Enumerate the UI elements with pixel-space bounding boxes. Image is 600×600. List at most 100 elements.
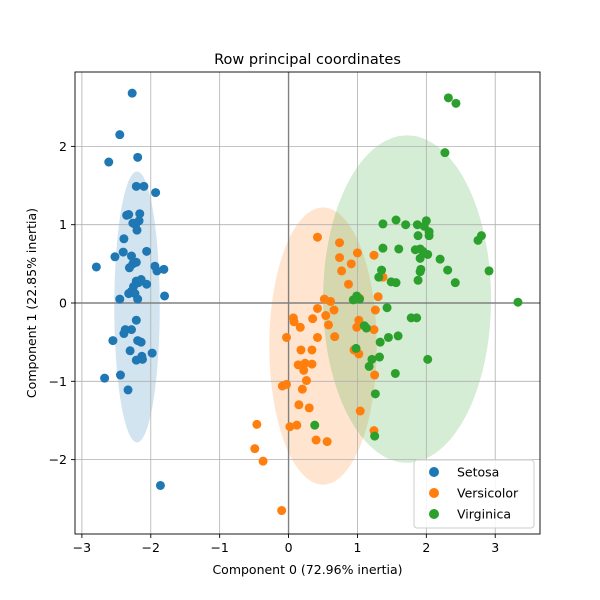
point-versicolor xyxy=(354,315,364,325)
point-virginica xyxy=(351,343,361,353)
point-virginica xyxy=(484,266,494,276)
legend-label-virginica: Virginica xyxy=(457,507,511,522)
point-setosa xyxy=(133,278,143,288)
point-versicolor xyxy=(311,435,321,445)
legend-box xyxy=(413,459,535,529)
point-versicolor xyxy=(297,384,307,394)
point-setosa xyxy=(126,251,136,261)
point-setosa xyxy=(100,373,110,383)
point-virginica xyxy=(413,231,423,241)
point-versicolor xyxy=(312,303,322,313)
x-tick-label: 1 xyxy=(353,540,361,555)
point-versicolor xyxy=(370,305,380,315)
point-setosa xyxy=(133,152,143,162)
point-versicolor xyxy=(322,437,332,447)
point-setosa xyxy=(160,291,170,301)
point-setosa xyxy=(119,234,129,244)
y-tick-label: 2 xyxy=(59,139,67,154)
point-versicolor xyxy=(296,345,306,355)
point-setosa xyxy=(91,262,101,272)
point-versicolor xyxy=(294,400,304,410)
point-virginica xyxy=(361,323,371,333)
point-virginica xyxy=(378,243,388,253)
point-versicolor xyxy=(285,422,295,432)
point-setosa xyxy=(115,130,125,140)
point-versicolor xyxy=(312,232,322,242)
point-versicolor xyxy=(335,238,345,248)
point-setosa xyxy=(123,385,133,395)
point-virginica xyxy=(370,389,380,399)
point-versicolor xyxy=(355,406,365,416)
data-points xyxy=(91,88,523,516)
point-virginica xyxy=(378,219,388,229)
point-virginica xyxy=(443,93,453,103)
point-setosa xyxy=(142,246,152,256)
point-versicolor xyxy=(307,359,317,369)
ellipse-virginica xyxy=(323,135,492,463)
point-virginica xyxy=(410,245,420,255)
legend-marker-setosa xyxy=(429,467,439,477)
point-setosa xyxy=(115,370,125,380)
point-versicolor xyxy=(321,311,331,321)
point-setosa xyxy=(152,266,162,276)
point-virginica xyxy=(377,265,387,275)
point-virginica xyxy=(435,254,445,264)
legend-marker-virginica xyxy=(429,509,439,519)
point-versicolor xyxy=(335,253,345,263)
point-setosa xyxy=(124,210,134,220)
point-setosa xyxy=(128,218,138,228)
origin-lines xyxy=(75,72,540,534)
chart-title: Row principal coordinates xyxy=(214,52,401,68)
point-virginica xyxy=(423,249,433,259)
point-virginica xyxy=(413,275,423,285)
point-virginica xyxy=(390,368,400,378)
legend-marker-versicolor xyxy=(429,488,439,498)
point-setosa xyxy=(131,181,141,191)
y-tick-label: 0 xyxy=(59,296,67,311)
point-versicolor xyxy=(301,376,311,386)
point-versicolor xyxy=(346,259,356,269)
point-virginica xyxy=(375,337,385,347)
point-versicolor xyxy=(352,322,362,332)
point-versicolor xyxy=(312,332,322,342)
point-versicolor xyxy=(250,444,260,454)
point-versicolor xyxy=(352,248,362,258)
point-setosa xyxy=(139,181,149,191)
x-tick-label: −2 xyxy=(142,540,160,555)
point-versicolor xyxy=(252,419,262,429)
point-setosa xyxy=(131,355,141,365)
point-virginica xyxy=(473,235,483,245)
x-axis-label: Component 0 (72.96% inertia) xyxy=(212,562,402,577)
y-tick-label: −1 xyxy=(49,374,67,389)
point-virginica xyxy=(513,297,523,307)
x-tick-label: 3 xyxy=(491,540,499,555)
point-versicolor xyxy=(304,403,314,413)
point-versicolor xyxy=(292,420,302,430)
x-tick-label: 0 xyxy=(285,540,293,555)
point-virginica xyxy=(391,278,401,288)
point-virginica xyxy=(310,420,320,430)
point-setosa xyxy=(108,336,118,346)
point-versicolor xyxy=(330,332,340,342)
point-setosa xyxy=(127,88,137,98)
y-axis-ticks: −2 −1 0 1 2 xyxy=(49,139,75,467)
point-setosa xyxy=(155,480,165,490)
point-virginica xyxy=(450,278,460,288)
x-tick-label: 2 xyxy=(422,540,430,555)
point-versicolor xyxy=(300,358,310,368)
point-virginica xyxy=(451,98,461,108)
point-virginica xyxy=(374,272,384,282)
point-setosa xyxy=(132,225,142,235)
point-virginica xyxy=(443,265,453,275)
point-setosa xyxy=(142,279,152,289)
point-virginica xyxy=(424,231,434,241)
point-versicolor xyxy=(369,250,379,260)
point-virginica xyxy=(415,253,425,263)
point-setosa xyxy=(124,289,134,299)
point-versicolor xyxy=(337,266,347,276)
point-virginica xyxy=(355,294,365,304)
point-virginica xyxy=(391,215,401,225)
point-virginica xyxy=(383,332,393,342)
point-setosa xyxy=(110,252,120,262)
point-setosa xyxy=(136,337,146,347)
